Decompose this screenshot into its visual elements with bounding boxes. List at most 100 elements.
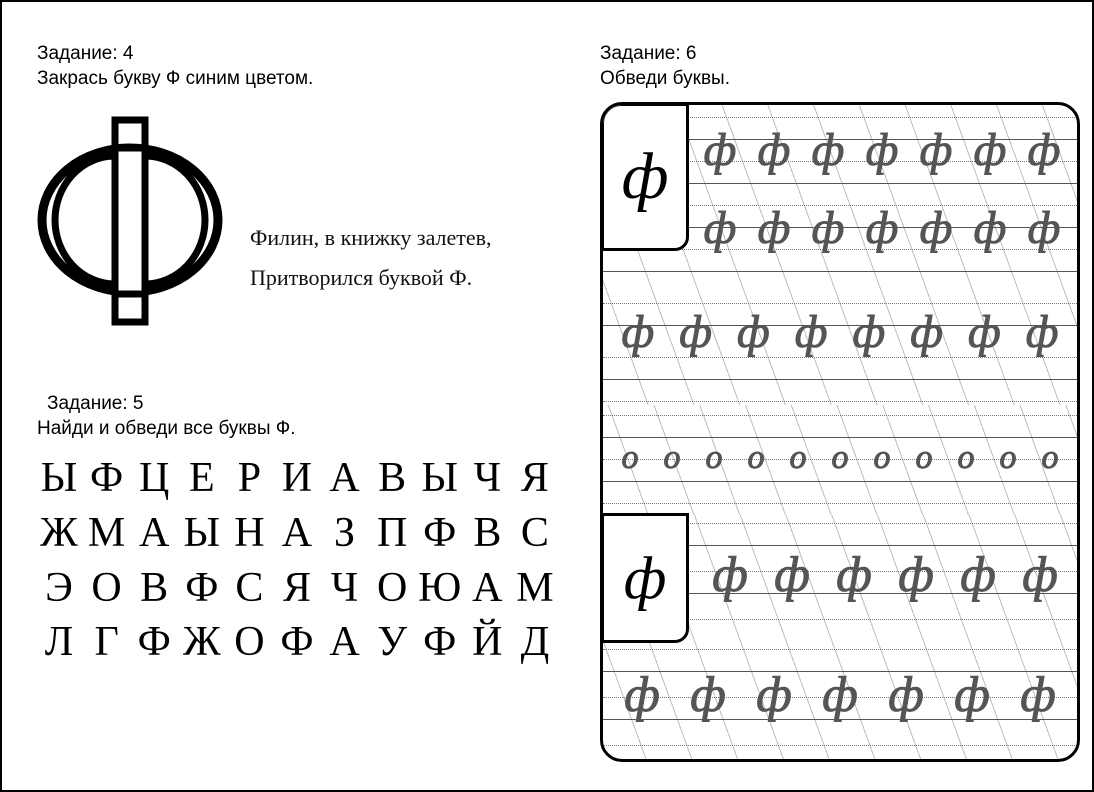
letter-grid-row: ЫФЦЕРИАВЫЧЯ: [37, 451, 557, 506]
trace-glyph: ф: [968, 305, 1001, 358]
trace-glyph: ф: [758, 123, 791, 176]
letter-cell: В: [370, 451, 414, 506]
letter-cell: Н: [227, 506, 271, 561]
letter-cell: Д: [513, 615, 557, 670]
letter-cell: А: [275, 506, 319, 561]
task5-label-line2: Найди и обведи все буквы Ф.: [37, 417, 577, 442]
letter-cell: Э: [37, 561, 81, 616]
letter-grid: ЫФЦЕРИАВЫЧЯЖМАЫНАЗПФВСЭОВФСЯЧОЮАМЛГФЖОФА…: [37, 451, 577, 669]
trace-glyph: о: [832, 439, 849, 477]
letter-cell: О: [370, 561, 414, 616]
trace-glyph: о: [790, 439, 807, 477]
phi-outline-icon: [30, 112, 230, 332]
trace-glyph: ф: [795, 305, 828, 358]
trace-glyph: ф: [758, 201, 791, 254]
trace-glyph: ф: [960, 545, 996, 603]
example-box: ф: [601, 513, 689, 643]
letter-cell: Ж: [180, 615, 224, 670]
trace-glyph: о: [1000, 439, 1017, 477]
trace-glyph: ф: [1028, 201, 1061, 254]
letter-cell: Ф: [418, 506, 462, 561]
task4-label-line2: Закрась букву Ф синим цветом.: [37, 67, 577, 92]
letter-cell: Г: [85, 615, 129, 670]
letter-cell: Й: [465, 615, 509, 670]
trace-glyph: о: [706, 439, 723, 477]
task5-block: Задание: 5 Найди и обведи все буквы Ф. Ы…: [37, 392, 577, 670]
letter-cell: Ф: [418, 615, 462, 670]
letter-cell: М: [85, 506, 129, 561]
letter-cell: М: [513, 561, 557, 616]
letter-cell: Ф: [85, 451, 129, 506]
trace-glyph: ф: [712, 545, 748, 603]
trace-glyph: ф: [1026, 305, 1059, 358]
letter-cell: Я: [275, 561, 319, 616]
trace-glyph: ф: [622, 305, 655, 358]
letter-cell: Ц: [132, 451, 176, 506]
task6-label-line1: Задание: 6: [600, 42, 1070, 67]
letter-cell: А: [323, 615, 367, 670]
trace-glyph: ф: [920, 123, 953, 176]
letter-cell: А: [323, 451, 367, 506]
letter-cell: Ч: [465, 451, 509, 506]
letter-cell: Я: [513, 451, 557, 506]
letter-cell: О: [85, 561, 129, 616]
letter-cell: Р: [227, 451, 271, 506]
letter-cell: Ы: [180, 506, 224, 561]
trace-glyph: о: [748, 439, 765, 477]
letter-cell: Ф: [275, 615, 319, 670]
letter-cell: А: [132, 506, 176, 561]
tracing-panel: фффффффффффффффффффффффооооооооооофффффф…: [600, 102, 1080, 762]
letter-cell: У: [370, 615, 414, 670]
worksheet-page: Задание: 4 Закрась букву Ф синим цветом.…: [0, 0, 1094, 792]
letter-cell: В: [132, 561, 176, 616]
letter-grid-row: ЖМАЫНАЗПФВС: [37, 506, 557, 561]
trace-glyph: ф: [954, 665, 990, 723]
trace-row: ффффффф: [603, 665, 1071, 723]
trace-glyph: ф: [866, 123, 899, 176]
letter-cell: О: [227, 615, 271, 670]
trace-glyph: ф: [679, 305, 712, 358]
letter-cell: А: [465, 561, 509, 616]
trace-glyph: ф: [898, 545, 934, 603]
task4-label-line1: Задание: 4: [37, 42, 577, 67]
trace-glyph: ф: [624, 665, 660, 723]
trace-glyph: ф: [1028, 123, 1061, 176]
task5-label-line1: Задание: 5: [37, 392, 577, 417]
letter-grid-row: ЭОВФСЯЧОЮАМ: [37, 561, 557, 616]
letter-cell: Ф: [180, 561, 224, 616]
big-letter-phi: [30, 112, 230, 337]
trace-glyph: ф: [920, 201, 953, 254]
trace-glyph: ф: [974, 201, 1007, 254]
task6-block: Задание: 6 Обведи буквы.: [600, 42, 1070, 91]
trace-glyph: ф: [1020, 665, 1056, 723]
trace-glyph: о: [622, 439, 639, 477]
letter-cell: Ы: [37, 451, 81, 506]
trace-glyph: ф: [866, 201, 899, 254]
letter-cell: Ж: [37, 506, 81, 561]
letter-cell: И: [275, 451, 319, 506]
letter-cell: Ч: [323, 561, 367, 616]
trace-glyph: ф: [704, 123, 737, 176]
trace-glyph: ф: [774, 545, 810, 603]
letter-cell: Л: [37, 615, 81, 670]
trace-glyph: ф: [812, 201, 845, 254]
letter-cell: Ю: [418, 561, 462, 616]
trace-glyph: ф: [704, 201, 737, 254]
trace-glyph: ф: [974, 123, 1007, 176]
letter-cell: Е: [180, 451, 224, 506]
poem-line1: Филин, в книжку залетев,: [250, 218, 492, 258]
trace-row: фффффффф: [603, 305, 1071, 358]
letter-cell: С: [513, 506, 557, 561]
trace-glyph: ф: [812, 123, 845, 176]
task4-poem: Филин, в книжку залетев, Притворился бук…: [250, 218, 492, 297]
poem-line2: Притворился буквой Ф.: [250, 258, 492, 298]
letter-cell: П: [370, 506, 414, 561]
task4-block: Задание: 4 Закрась букву Ф синим цветом.: [37, 42, 577, 91]
trace-glyph: ф: [822, 665, 858, 723]
letter-cell: Ы: [418, 451, 462, 506]
trace-glyph: о: [1042, 439, 1059, 477]
trace-glyph: ф: [690, 665, 726, 723]
example-box: ф: [601, 103, 689, 251]
task6-label-line2: Обведи буквы.: [600, 67, 1070, 92]
trace-glyph: ф: [1022, 545, 1058, 603]
